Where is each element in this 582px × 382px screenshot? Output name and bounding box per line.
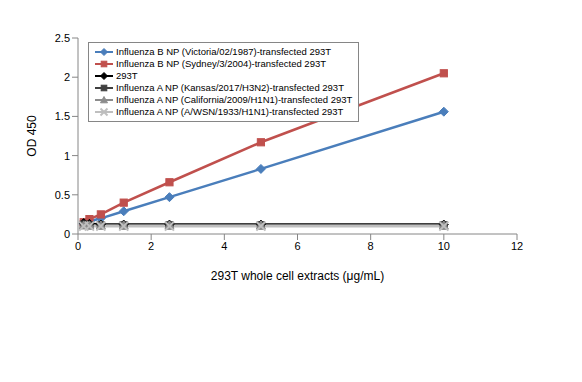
svg-text:2: 2: [64, 71, 70, 83]
html-text:Influenza A NP (A/WSN/1933/H1N: Influenza A NP (A/WSN/1933/H1N1)-transfe…: [116, 106, 344, 117]
svg-text:1.5: 1.5: [55, 110, 70, 122]
svg-text:1: 1: [64, 150, 70, 162]
svg-text:4: 4: [221, 240, 227, 252]
html-text:Influenza B NP (Victoria/02/19: Influenza B NP (Victoria/02/1987)-transf…: [116, 46, 332, 57]
html-text:Influenza A NP (Kansas/2017/H3: Influenza A NP (Kansas/2017/H3N2)-transf…: [116, 82, 344, 93]
html-text:293T: 293T: [116, 70, 138, 81]
svg-text:12: 12: [511, 240, 523, 252]
svg-text:0.5: 0.5: [55, 189, 70, 201]
svg-text:8: 8: [368, 240, 374, 252]
svg-text:10: 10: [438, 240, 450, 252]
svg-text:6: 6: [294, 240, 300, 252]
html-text:Influenza B NP (Sydney/3/2004): Influenza B NP (Sydney/3/2004)-transfect…: [116, 58, 326, 69]
svg-text:293T whole cell extracts (μg/m: 293T whole cell extracts (μg/mL): [211, 269, 384, 283]
svg-text:2: 2: [148, 240, 154, 252]
html-text:Influenza A NP (California/200: Influenza A NP (California/2009/H1N1)-tr…: [116, 94, 353, 105]
svg-text:0: 0: [75, 240, 81, 252]
svg-text:OD 450: OD 450: [25, 115, 39, 157]
svg-text:2.5: 2.5: [55, 32, 70, 44]
svg-text:0: 0: [64, 228, 70, 240]
